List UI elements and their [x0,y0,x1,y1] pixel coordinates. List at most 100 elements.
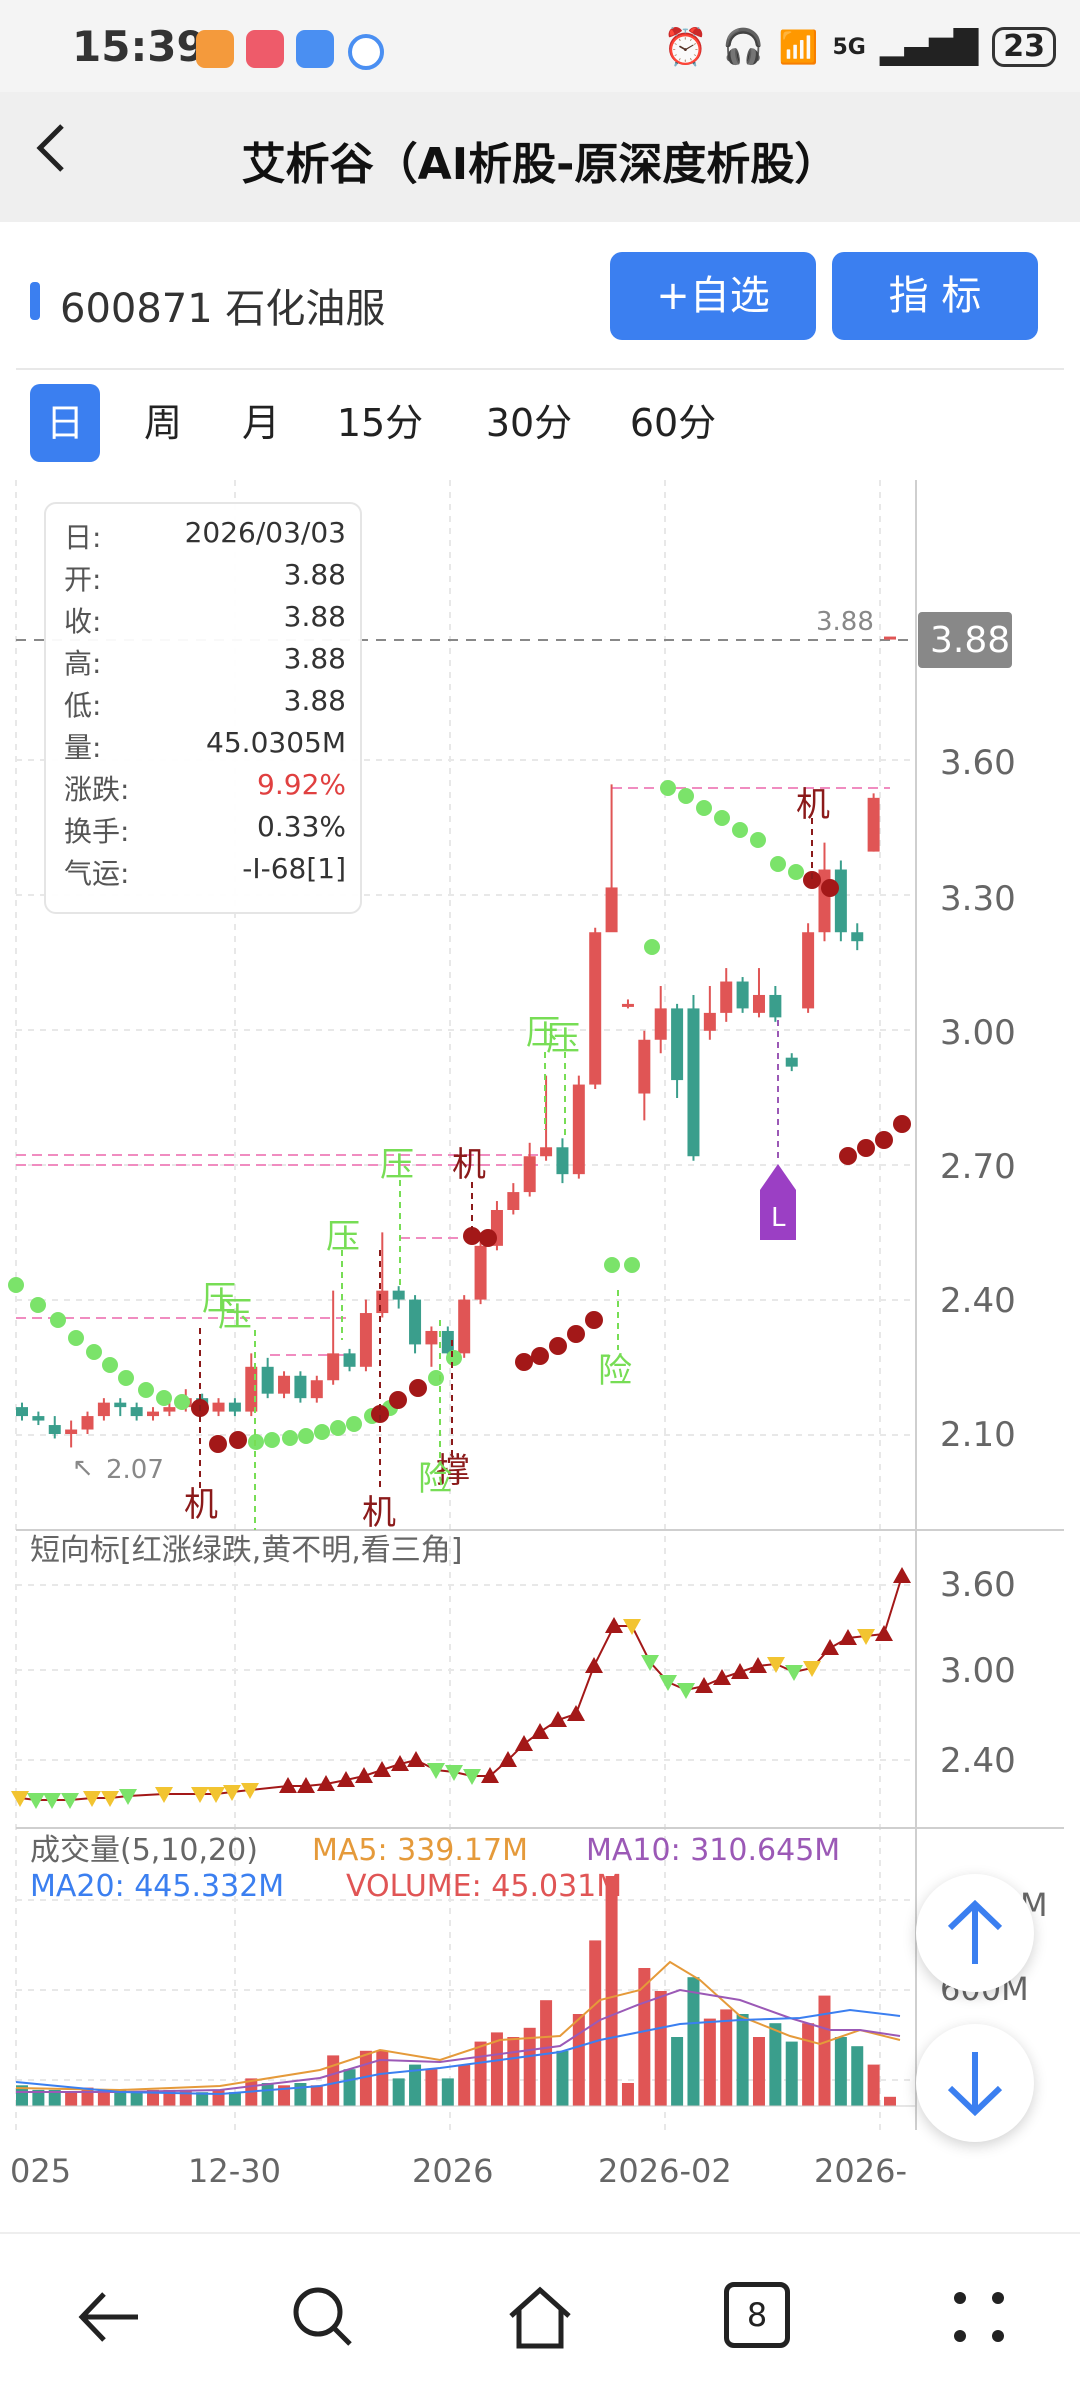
volume-title: 成交量(5,10,20) [30,1833,258,1868]
volume-bar [376,2050,389,2106]
info-row: 低: 3.88 [64,684,346,724]
candle-body [130,1407,143,1417]
candle-body [392,1290,405,1300]
price-tick: 2.10 [940,1415,1016,1455]
candle-body [458,1299,471,1354]
nav-tabs-button[interactable]: 8 [724,2282,790,2348]
time-label: 2026 [412,2152,493,2190]
browser-app-icon [348,34,384,70]
tab-month[interactable]: 月 [241,401,280,445]
label-ya: 压 [202,1279,236,1319]
candle-body [294,1375,307,1399]
nav-menu-button[interactable] [944,2282,1014,2356]
candle-body [310,1380,323,1399]
scroll-up-button[interactable] [916,1874,1034,1992]
tab-60min[interactable]: 60分 [629,401,717,445]
kline-chart[interactable]: 压 压 压 压 压 压 机 机 机 机 撑 险 险 L 3.60 3.30 3.00… [0,470,1080,2230]
candle-body [867,797,880,852]
label-ji: 机 [362,1493,396,1533]
candle-body [523,1156,536,1193]
candle-body [16,1407,28,1417]
indicator-triangle [463,1769,481,1785]
indicator-triangle [241,1783,259,1799]
indicator-triangle [839,1629,857,1645]
indicator-triangle [531,1723,549,1739]
info-row: 气运: -I-68[1] [64,852,346,892]
indicator-triangle [207,1787,225,1803]
indicator-triangle [641,1655,659,1671]
indicator-triangle [549,1711,567,1727]
volume-bar [703,2018,716,2106]
nav-back-button[interactable] [74,2282,144,2356]
tab-day[interactable]: 日 [30,384,100,462]
candle-body [769,994,782,1018]
info-row: 开: 3.88 [64,558,346,598]
back-button[interactable] [30,114,70,194]
volume-bar [261,2083,274,2106]
home-icon [509,2286,571,2349]
red-dot [821,879,839,897]
indicator-triangle [767,1657,785,1673]
search-icon [293,2287,352,2346]
volume-bar [687,1977,700,2106]
indicator-button[interactable]: 指 标 [832,252,1038,340]
green-dot [50,1312,66,1328]
nav-home-button[interactable] [505,2282,575,2356]
nav-search-button[interactable] [288,2282,358,2356]
red-dot [409,1379,427,1397]
candle-body [752,994,765,1013]
green-dot [732,822,748,838]
candle-body [261,1366,274,1394]
green-dot [102,1357,118,1373]
candle-body [81,1416,94,1430]
weather-app-icon [296,30,334,68]
volume-bar [523,2027,536,2106]
price-tick: 3.60 [940,743,1016,783]
add-watchlist-button[interactable]: +自选 [610,252,816,340]
volume-bar [228,2092,241,2106]
label-xian: 险 [598,1351,632,1391]
volume-bar [425,2069,438,2106]
info-key: 低: [64,689,102,722]
candle-body [32,1416,45,1421]
candle-body [343,1353,356,1367]
green-dot [660,780,676,796]
info-value: 0.33% [257,810,346,843]
ma5-legend: MA5: 339.17M [312,1833,528,1868]
volume-bar [769,2023,782,2106]
red-dot [531,1347,549,1365]
scroll-down-button[interactable] [916,2024,1034,2142]
volume-bar [490,2032,503,2106]
candle-body [687,1008,700,1157]
indicator-triangle [155,1787,173,1803]
indicator-axis: 3.60 3.00 2.40 [940,1565,1016,1781]
candle-body [441,1330,454,1354]
volume-bar [147,2089,160,2106]
L-marker[interactable]: L [760,1164,796,1240]
tab-15min[interactable]: 15分 [336,401,424,445]
volume-ma-line [15,1960,901,2092]
indicator-triangle [695,1677,713,1693]
candle-body [507,1192,520,1210]
volume-bar [32,2089,45,2106]
candle-body [97,1402,110,1417]
green-dot [770,856,786,872]
tab-week[interactable]: 周 [143,401,182,445]
indicator-triangle [605,1617,623,1633]
green-dot [8,1277,24,1293]
red-dot [585,1311,603,1329]
candle-body [736,981,749,1009]
info-key: 开: [64,563,102,596]
red-dot [839,1147,857,1165]
arrow-down-icon [947,2052,1003,2117]
green-dot [264,1432,280,1448]
bottom-nav: 8 [0,2232,1080,2402]
label-ji: 机 [452,1145,486,1185]
volume-bar [409,2064,422,2106]
indicator-triangle [27,1793,45,1809]
status-icons: ⏰ 🎧 📶 5G ▂▄▆█ 23 [663,26,1056,68]
info-key: 气运: [64,857,130,890]
tab-30min[interactable]: 30分 [485,401,573,445]
green-dot [298,1428,314,1444]
indicator-triangle [297,1777,315,1793]
